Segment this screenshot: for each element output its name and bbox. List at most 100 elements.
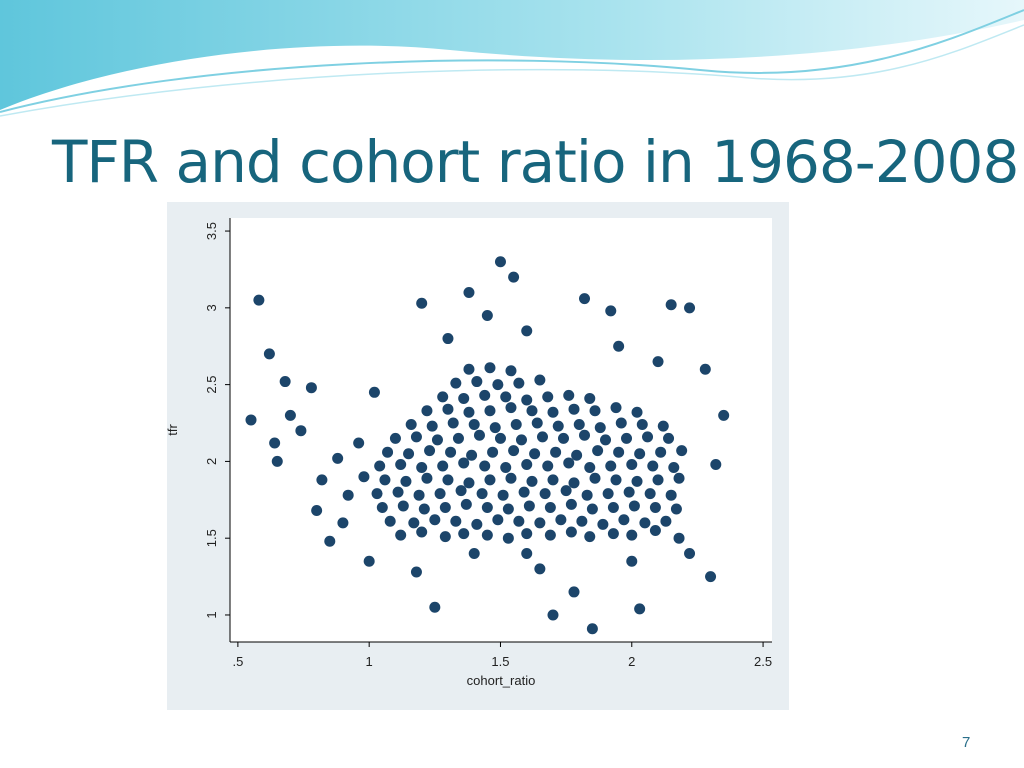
scatter-point xyxy=(521,394,533,406)
scatter-point xyxy=(539,488,551,500)
x-tick-label: 1.5 xyxy=(491,654,509,669)
scatter-point xyxy=(502,503,514,515)
scatter-point xyxy=(279,376,291,388)
scatter-point xyxy=(460,498,472,510)
chart: cohort_ratio tfr .5 1 1.5 2 2.5 1 1.5 2 2.5 3 3.5 xyxy=(167,202,789,710)
scatter-point xyxy=(534,374,546,386)
scatter-point xyxy=(626,555,638,567)
scatter-point xyxy=(500,391,512,403)
scatter-point xyxy=(542,391,554,403)
scatter-point xyxy=(631,406,643,418)
scatter-point xyxy=(487,446,499,458)
x-axis-label: cohort_ratio xyxy=(467,673,536,688)
x-tick-label: 1 xyxy=(366,654,373,669)
scatter-point xyxy=(379,474,391,486)
scatter-point xyxy=(371,488,383,500)
scatter-point xyxy=(550,446,562,458)
scatter-point xyxy=(644,488,656,500)
scatter-point xyxy=(584,392,596,404)
scatter-point xyxy=(368,386,380,398)
y-tick-label: 1.5 xyxy=(204,529,219,547)
scatter-point xyxy=(586,503,598,515)
scatter-point xyxy=(536,431,548,443)
scatter-point xyxy=(649,501,661,513)
scatter-point xyxy=(579,293,591,305)
scatter-point xyxy=(492,379,504,391)
scatter-point xyxy=(660,515,672,527)
scatter-point xyxy=(505,365,517,377)
y-tick-label: 2.5 xyxy=(204,376,219,394)
scatter-point xyxy=(718,409,730,421)
scatter-point xyxy=(571,449,583,461)
scatter-point xyxy=(479,460,491,472)
scatter-point xyxy=(586,623,598,635)
scatter-point xyxy=(547,609,559,621)
scatter-point xyxy=(526,405,538,417)
scatter-point xyxy=(557,432,569,444)
scatter-point xyxy=(618,514,630,526)
scatter-point xyxy=(602,488,614,500)
scatter-point xyxy=(442,403,454,415)
scatter-point xyxy=(597,518,609,530)
scatter-point xyxy=(649,525,661,537)
scatter-point xyxy=(421,405,433,417)
scatter-point xyxy=(579,429,591,441)
scatter-point xyxy=(592,445,604,457)
scatter-point xyxy=(450,377,462,389)
scatter-point xyxy=(544,529,556,541)
scatter-point xyxy=(316,474,328,486)
scatter-point xyxy=(458,392,470,404)
scatter-point xyxy=(445,446,457,458)
scatter-point xyxy=(513,377,525,389)
scatter-point xyxy=(463,477,475,489)
scatter-point xyxy=(431,434,443,446)
scatter-point xyxy=(547,406,559,418)
scatter-point xyxy=(458,457,470,469)
scatter-point xyxy=(699,363,711,375)
scatter-point xyxy=(657,420,669,432)
scatter-point xyxy=(565,526,577,538)
scatter-point xyxy=(647,460,659,472)
scatter-point xyxy=(295,425,307,437)
scatter-point xyxy=(552,420,564,432)
scatter-point xyxy=(621,432,633,444)
scatter-point xyxy=(526,475,538,487)
scatter-point xyxy=(521,458,533,470)
scatter-point xyxy=(389,432,401,444)
scatter-point xyxy=(403,448,415,460)
scatter-point xyxy=(684,548,696,560)
x-tick-label: 2 xyxy=(628,654,635,669)
scatter-point xyxy=(439,531,451,543)
scatter-point xyxy=(584,531,596,543)
scatter-point xyxy=(376,501,388,513)
scatter-point xyxy=(418,503,430,515)
scatter-point xyxy=(544,501,556,513)
scatter-point xyxy=(615,417,627,429)
scatter-point xyxy=(476,488,488,500)
scatter-point xyxy=(673,532,685,544)
scatter-point xyxy=(605,460,617,472)
scatter-point xyxy=(405,419,417,431)
scatter-point xyxy=(384,515,396,527)
scatter-point xyxy=(521,325,533,337)
plot-area xyxy=(230,218,772,642)
scatter-point xyxy=(581,489,593,501)
scatter-point xyxy=(410,566,422,578)
scatter-point xyxy=(494,256,506,268)
scatter-point xyxy=(397,500,409,512)
scatter-point xyxy=(324,535,336,547)
scatter-point xyxy=(434,488,446,500)
scatter-point xyxy=(542,460,554,472)
scatter-point xyxy=(634,448,646,460)
scatter-point xyxy=(442,333,454,345)
scatter-point xyxy=(508,445,520,457)
scatter-point xyxy=(481,310,493,322)
y-axis-label: tfr xyxy=(167,424,180,436)
scatter-point xyxy=(245,414,257,426)
scatter-point xyxy=(408,517,420,529)
scatter-point xyxy=(342,489,354,501)
scatter-point xyxy=(424,445,436,457)
scatter-point xyxy=(508,271,520,283)
scatter-point xyxy=(663,432,675,444)
